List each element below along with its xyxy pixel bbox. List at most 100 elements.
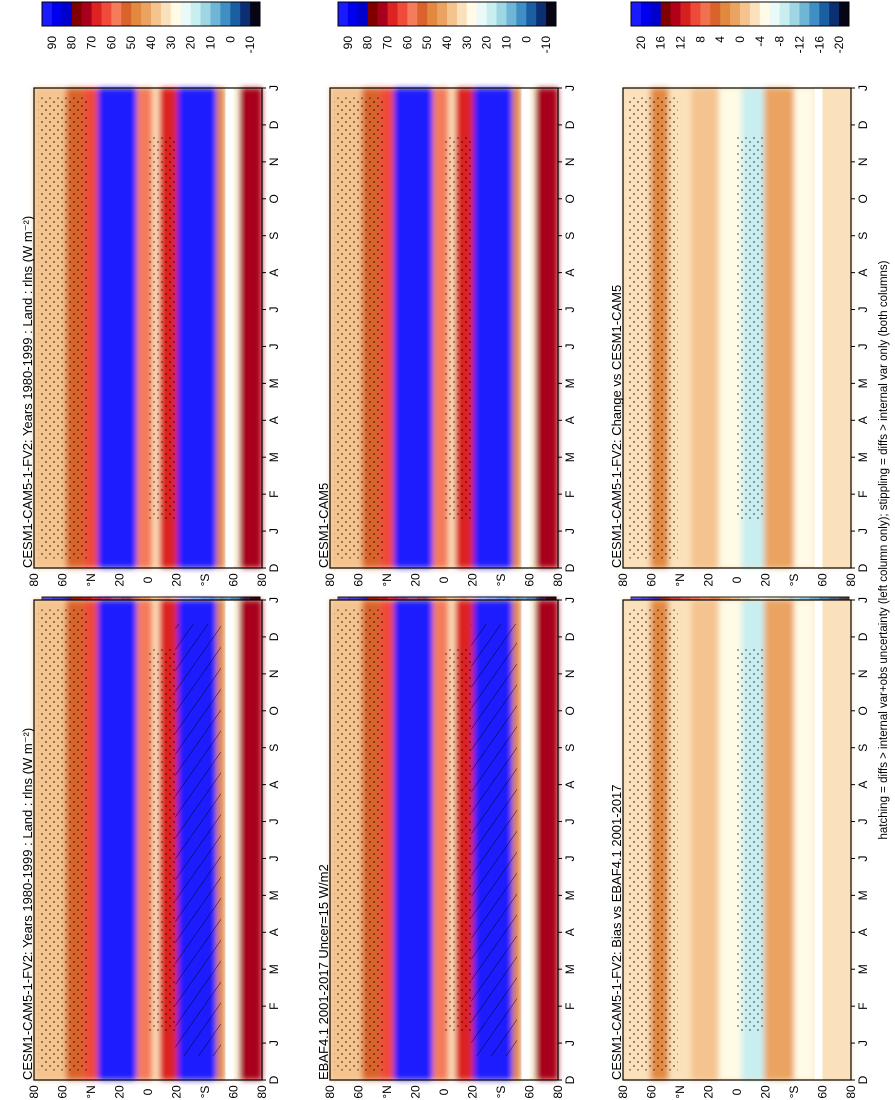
x-tick-label: N [563,670,577,679]
x-axis: D J F M A M J J A S O N D J [558,85,577,572]
heatmap-band [216,88,226,568]
colorbar-tick-label: 30 [164,36,178,50]
x-tick-label: O [563,194,577,203]
heatmap-band [535,88,558,568]
x-tick-label: J [856,307,870,313]
stippling [444,136,472,520]
heatmap-band [177,88,217,568]
colorbar-swatch [51,2,63,26]
y-tick-label: 20 [759,573,773,587]
y-tick-label: 80 [27,1085,41,1099]
x-tick-label: S [563,744,577,752]
y-tick-label: °N [84,573,98,586]
x-tick-label: D [563,120,577,129]
colorbar-swatch [839,2,850,26]
x-axis: D J F M A M J J A S O N D J [262,85,281,572]
colorbar-swatch [160,2,172,26]
colorbar-tick-label: 80 [361,36,375,50]
plot-frame [622,599,852,1081]
y-tick-label: 20 [466,1085,480,1099]
y-tick-label: 0 [437,576,451,583]
y-tick-label: 20 [702,1085,716,1099]
x-tick-label: S [563,232,577,240]
heatmap-band [764,88,794,568]
colorbar-swatch [121,2,132,26]
x-tick-label: F [563,1002,577,1009]
x-tick-label: A [563,928,577,936]
colorbar-tick-label: -12 [792,36,806,54]
plot-frame [33,599,263,1081]
colorbar-tick-label: 16 [654,36,668,50]
heatmap-band [794,88,815,568]
heatmap-band [718,88,742,568]
heatmap-band [393,88,433,568]
stippling [38,97,89,559]
colorbar-swatch [61,2,73,26]
y-tick-label: 20 [759,1085,773,1099]
footer-note: hatching = diffs > internal var+obs unce… [878,260,890,839]
colorbar-swatch [81,2,92,26]
colorbar-swatch [71,2,83,26]
y-tick-label: 20 [170,1085,184,1099]
plot-frame [329,87,559,569]
panel-title: EBAF4.1 2001-2017 Uncer=15 W/m2 [316,864,331,1080]
missing-band [521,600,530,1080]
x-tick-label: N [856,158,870,167]
x-tick-label: J [563,528,577,534]
y-axis: 80 60 °N 20 0 20 °S 60 80 [616,573,858,587]
colorbar-tick-label: 50 [420,36,434,50]
panel-bottom-left: 201612840-4-8-12-16-20DJFMAMJJASONDJ8060… [609,596,870,1099]
x-tick-label: D [563,563,577,572]
colorbar-tick-label: 20 [634,36,648,50]
colorbar-swatch [387,2,398,26]
colorbar-swatch [759,2,771,26]
colorbar-swatch [240,2,251,26]
missing-band [814,88,823,568]
heatmap-band [535,600,558,1080]
y-tick-label: 80 [27,573,41,587]
colorbar-tick-label: 70 [381,36,395,50]
y-tick-label: °N [84,1085,98,1098]
x-tick-label: D [856,632,870,641]
y-tick-label: 0 [730,576,744,583]
colorbar-swatch [730,2,741,26]
colorbar-swatch [799,2,810,26]
x-tick-label: J [856,1040,870,1046]
x-tick-label: J [563,343,577,349]
hatching [175,624,221,1056]
y-tick-label: 60 [523,1085,537,1099]
x-tick-label: J [267,528,281,534]
x-tick-label: D [267,632,281,641]
heatmap-band [97,600,137,1080]
colorbar-swatch [101,2,112,26]
panel-top-left: 9080706050403020100-10DJFMAMJJASONDJ8060… [20,596,281,1099]
colorbar-swatch [417,2,428,26]
heatmap-band [239,600,262,1080]
x-tick-label: M [267,890,281,900]
x-tick-label: J [563,307,577,313]
y-axis: 80 60 °N 20 0 20 °S 60 80 [616,1085,858,1099]
y-tick-label: 80 [844,573,858,587]
heatmap [622,87,852,569]
y-tick-label: 60 [816,573,830,587]
missing-band [225,600,234,1080]
x-tick-label: J [267,855,281,861]
y-tick-label: 80 [551,1085,565,1099]
y-tick-label: °N [380,1085,394,1098]
colorbar-tick-label: 12 [674,36,688,50]
y-axis: 80 60 °N 20 0 20 °S 60 80 [27,573,269,587]
colorbar-swatch [180,2,192,26]
x-tick-label: J [856,855,870,861]
colorbar-swatch [631,2,642,26]
stippling [627,97,678,559]
stippling [444,648,472,1032]
colorbar-swatch [141,2,152,26]
x-tick-label: J [563,819,577,825]
x-tick-label: D [267,563,281,572]
panel-middle-left: 9080706050403020100-10DJFMAMJJASONDJ8060… [316,596,577,1099]
x-tick-label: M [856,890,870,900]
x-tick-label: N [856,670,870,679]
y-axis: 80 60 °N 20 0 20 °S 60 80 [27,1085,269,1099]
stippling [148,136,176,520]
